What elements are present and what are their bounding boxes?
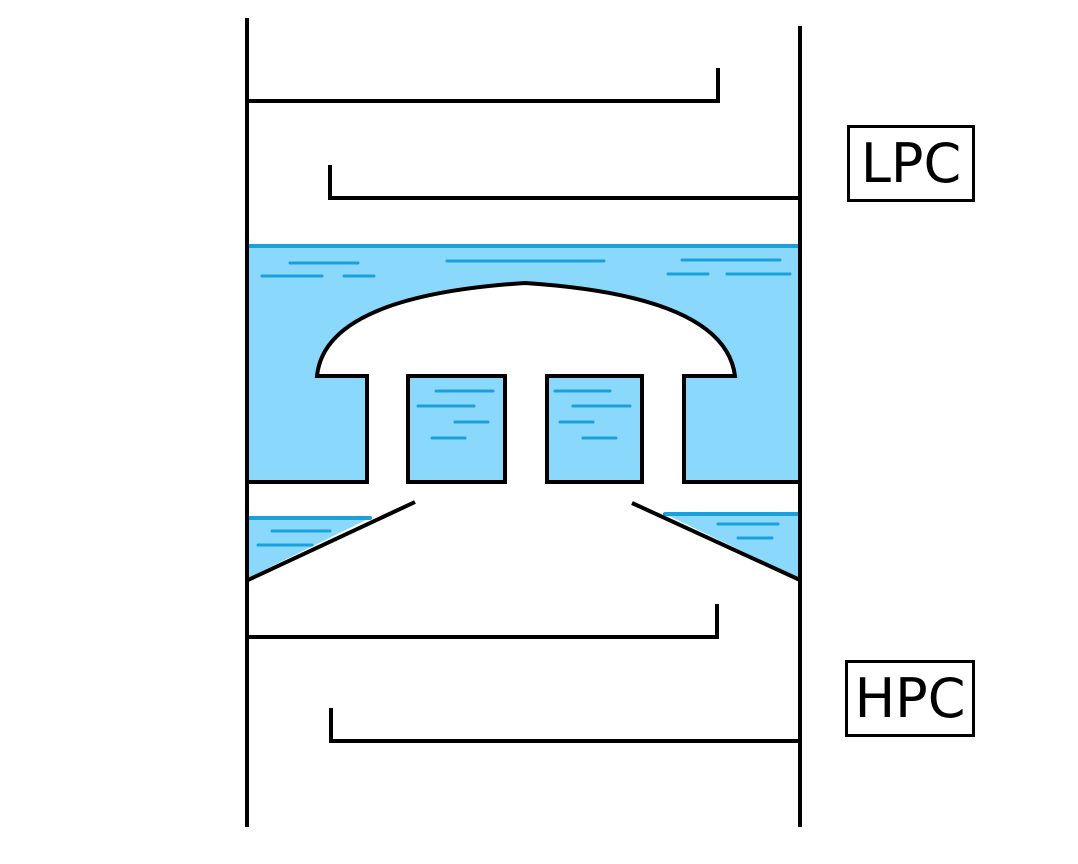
right-compartment	[545, 374, 644, 484]
lpc-label-text: LPC	[860, 131, 962, 195]
hpc-tray-lower	[329, 708, 800, 743]
hpc-tray-upper	[248, 604, 719, 639]
lpc-tray-lower	[328, 165, 800, 200]
dome-assembly	[248, 280, 800, 484]
hpc-label-text: HPC	[854, 666, 966, 730]
lpc-label: LPC	[847, 125, 975, 202]
lower-left-liquid	[248, 518, 370, 578]
column-structure	[245, 18, 802, 827]
left-compartment	[406, 374, 507, 484]
liquid-surface-lines	[246, 244, 800, 547]
left-compartment-liquid	[409, 377, 504, 482]
right-baffle	[631, 501, 801, 582]
right-compartment-liquid	[548, 377, 641, 482]
left-baffle	[247, 500, 416, 582]
hpc-label: HPC	[845, 660, 975, 737]
liquid-regions	[248, 246, 798, 578]
lpc-tray-upper	[248, 68, 720, 103]
